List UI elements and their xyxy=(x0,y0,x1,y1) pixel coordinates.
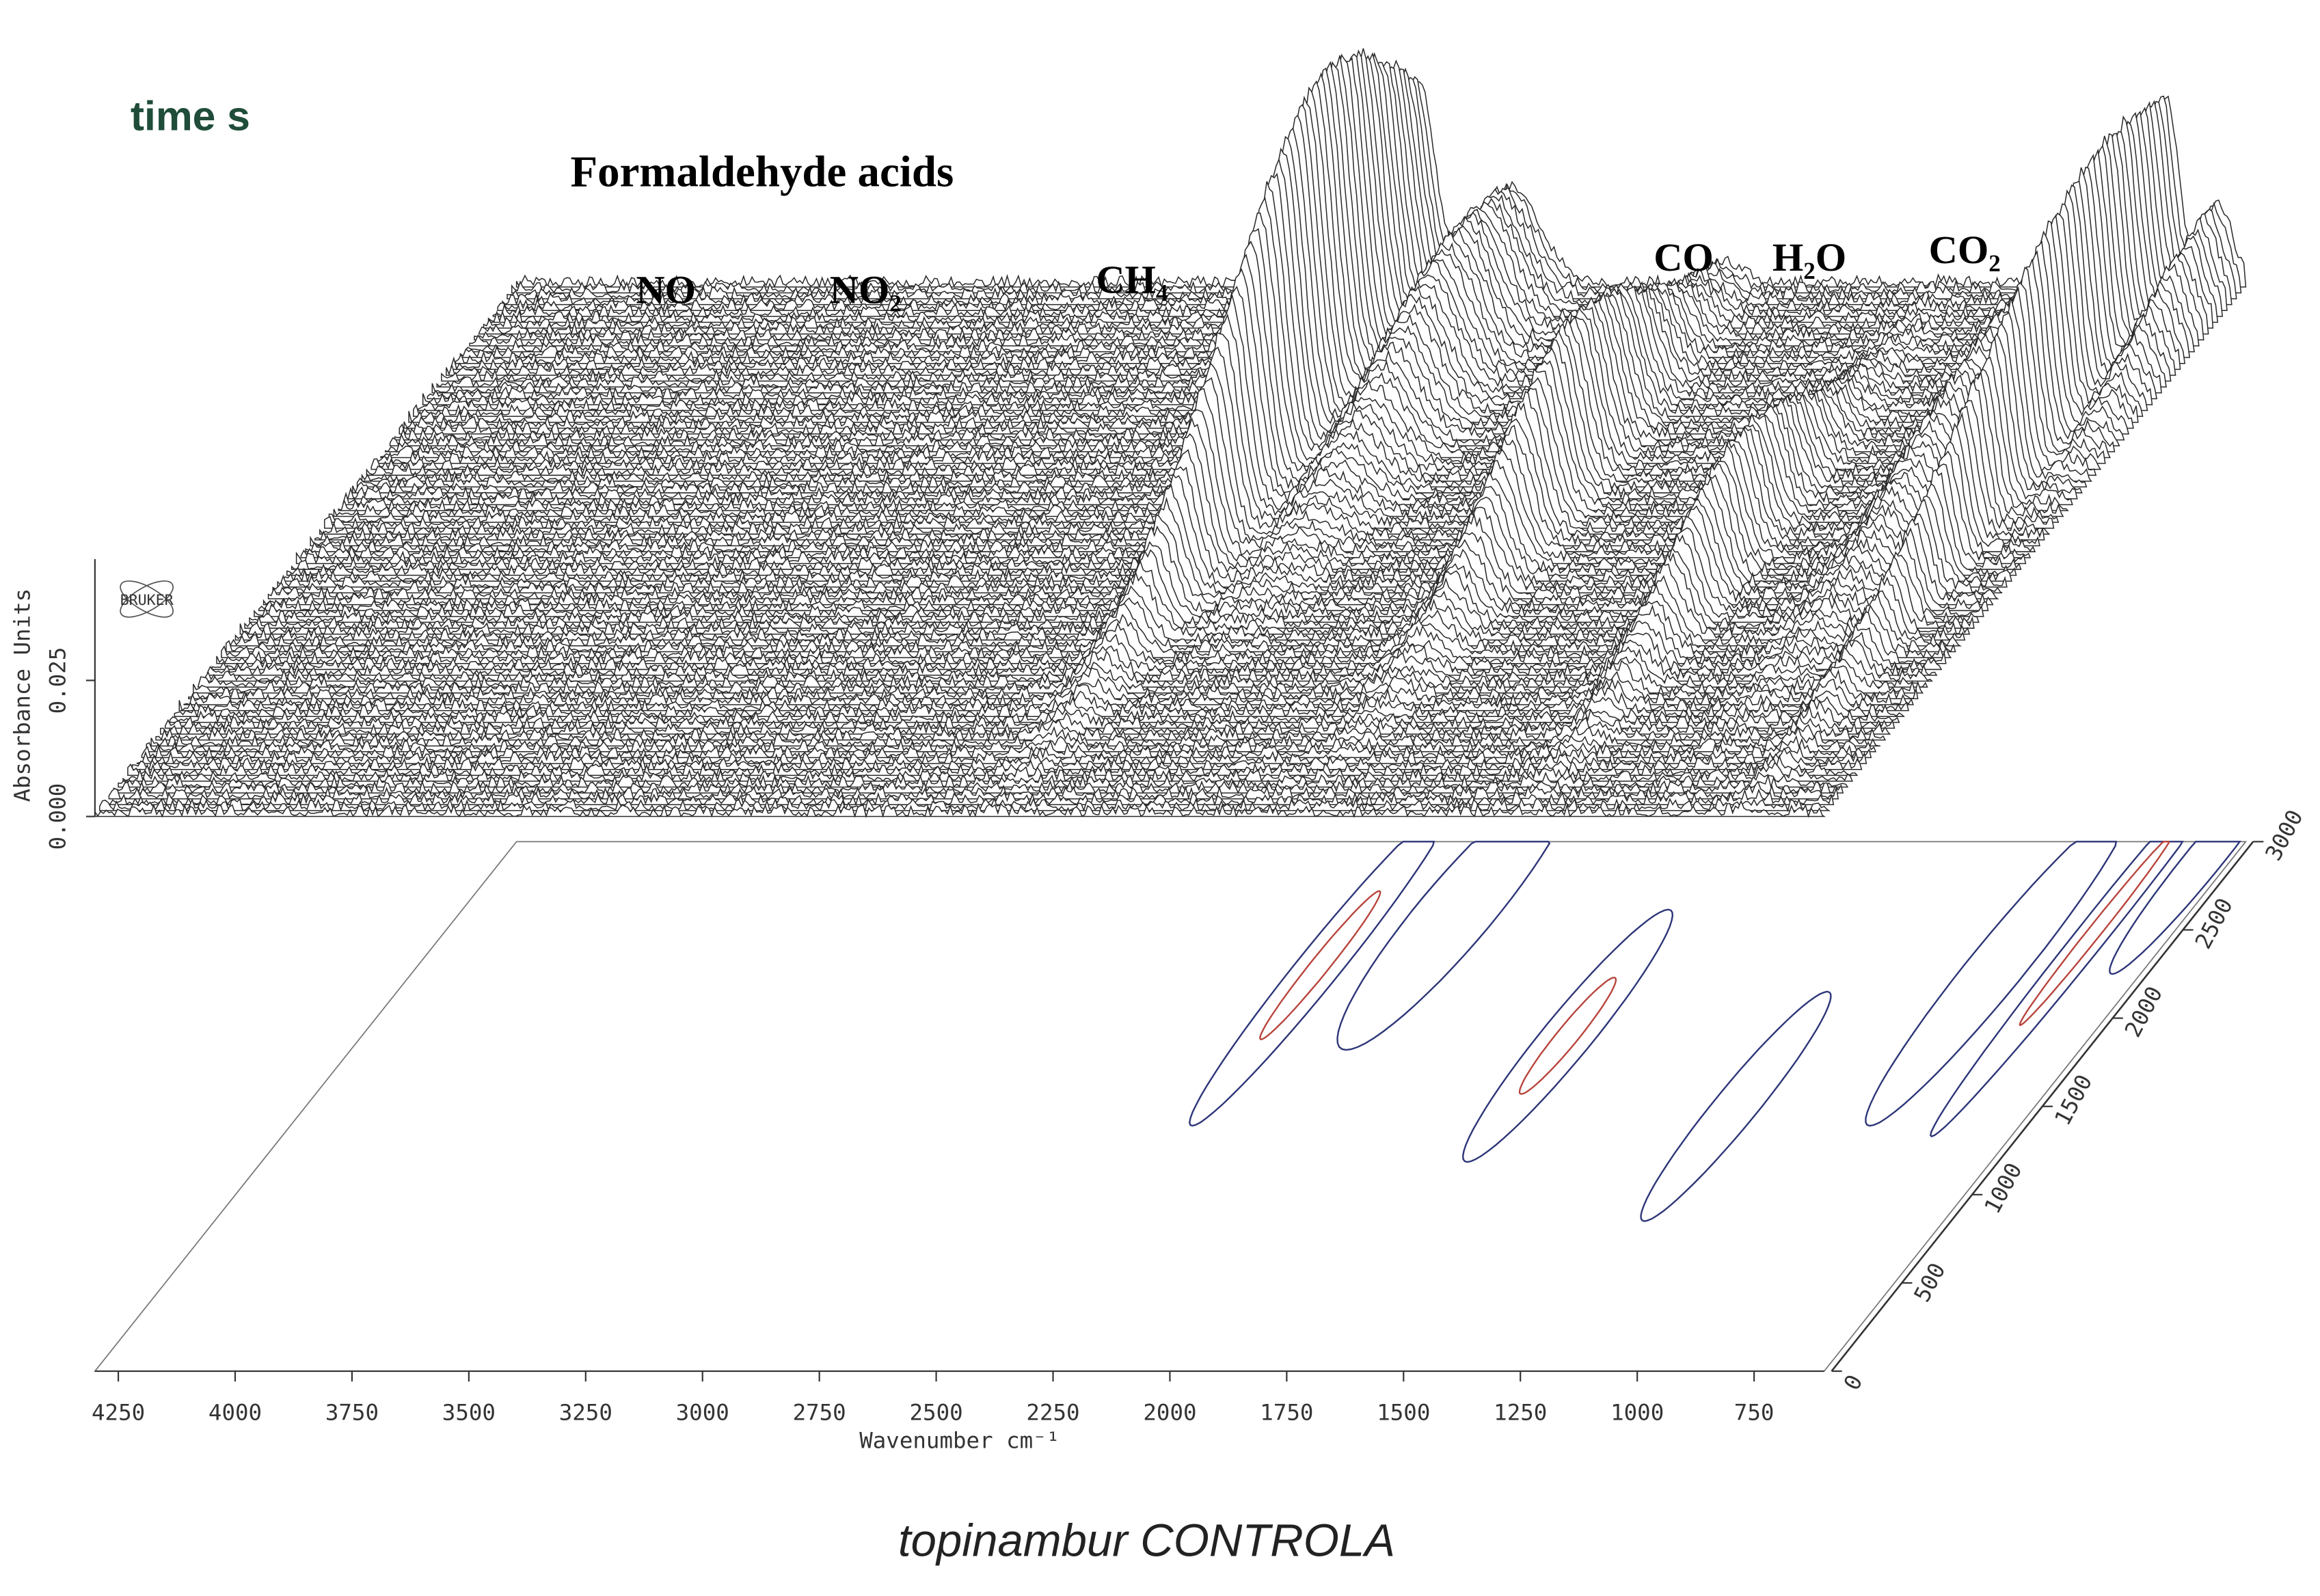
annotation: NO₂ xyxy=(830,268,902,312)
contour xyxy=(1640,990,1832,1222)
waterfall-trace xyxy=(127,754,1859,777)
chart-title: topinambur CONTROLA xyxy=(898,1515,1395,1567)
waterfall-trace xyxy=(118,771,1849,789)
waterfall-trace xyxy=(160,704,1891,736)
x-tick-label: 2500 xyxy=(910,1399,963,1425)
annotation: NO xyxy=(636,268,696,312)
annotation: CH₄ xyxy=(1096,257,1168,301)
x-tick-label: 2750 xyxy=(793,1399,846,1425)
x-tick-label: 4000 xyxy=(208,1399,262,1425)
contour xyxy=(1259,890,1381,1040)
contour xyxy=(2019,841,2170,1027)
waterfall-trace xyxy=(169,695,1900,724)
x-tick-label: 1750 xyxy=(1260,1399,1313,1425)
waterfall-trace xyxy=(164,699,1896,730)
waterfall-trace xyxy=(94,799,1826,819)
x-tick-label: 1000 xyxy=(1610,1399,1664,1425)
waterfall-trace xyxy=(193,656,1924,695)
x-tick-label: 3000 xyxy=(676,1399,729,1425)
annotation: H₂O xyxy=(1772,235,1846,280)
logo-orbit xyxy=(120,580,174,618)
waterfall-trace xyxy=(113,773,1844,795)
contour xyxy=(1461,908,1674,1163)
contour xyxy=(1189,841,1435,1127)
waterfall-trace xyxy=(141,735,1872,759)
x-axis-label: Wavenumber cm⁻¹ xyxy=(859,1428,1060,1454)
logo: BRUKER xyxy=(120,580,174,618)
contour xyxy=(1929,841,2184,1138)
x-tick-label: 2250 xyxy=(1026,1399,1079,1425)
logo-orbit xyxy=(120,580,174,618)
contour xyxy=(1518,976,1617,1095)
x-tick-label: 3500 xyxy=(442,1399,496,1425)
x-tick-label: 2000 xyxy=(1143,1399,1196,1425)
waterfall-trace xyxy=(188,660,1919,701)
logo-text: BRUKER xyxy=(120,592,174,609)
waterfall-trace xyxy=(136,745,1867,766)
waterfall-trace xyxy=(150,724,1880,748)
y-axis-label: Absorbance Units xyxy=(10,589,36,802)
y-tick-label: 0.025 xyxy=(45,647,71,714)
waterfall-trace xyxy=(103,788,1835,807)
x-tick-label: 3750 xyxy=(325,1399,379,1425)
x-tick-label: 4250 xyxy=(92,1399,145,1425)
contour xyxy=(1865,841,2117,1127)
annotation: CO xyxy=(1654,235,1714,280)
waterfall-trace xyxy=(183,668,1914,707)
x-tick-label: 3250 xyxy=(559,1399,612,1425)
z-axis-label: time s xyxy=(131,92,250,139)
contour xyxy=(1336,841,1551,1051)
waterfall-surface xyxy=(94,48,2247,819)
waterfall-trace xyxy=(178,677,1909,713)
waterfall-trace xyxy=(197,646,1928,690)
x-tick-label: 750 xyxy=(1734,1399,1775,1425)
y-tick-label: 0.000 xyxy=(45,783,71,850)
x-tick-label: 1500 xyxy=(1377,1399,1430,1425)
x-tick-label: 1250 xyxy=(1494,1399,1547,1425)
annotation: Formaldehyde acids xyxy=(571,148,954,197)
contour xyxy=(2109,841,2241,975)
annotation: CO₂ xyxy=(1929,228,2001,272)
